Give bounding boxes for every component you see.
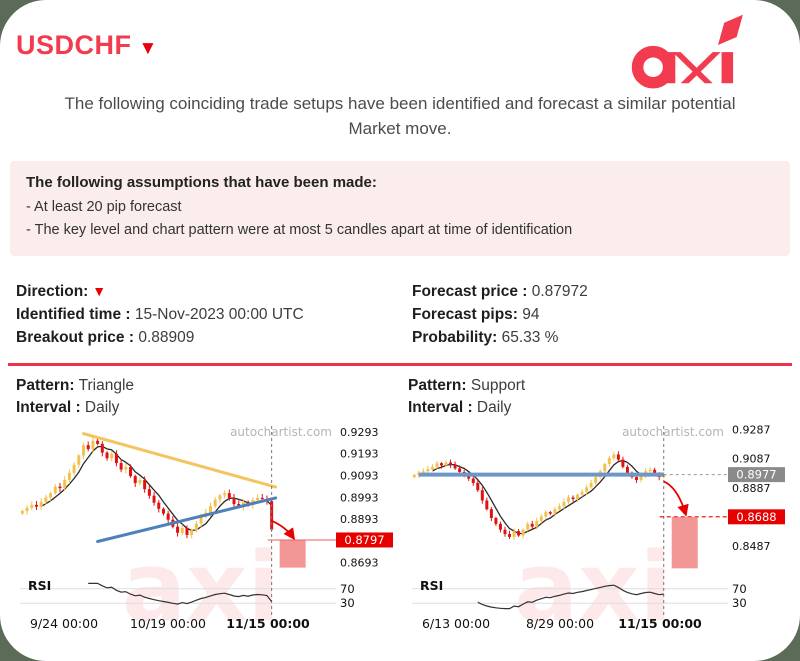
details-column-right: Forecast price : 0.87972 Forecast pips: 9… (412, 280, 784, 349)
trendline (96, 496, 278, 544)
assumptions-box: The following assumptions that have been… (10, 161, 790, 257)
pattern-row: Pattern: Triangle (16, 375, 408, 397)
detail-row: Direction: ▼ (16, 280, 412, 303)
rsi-label: RSI (28, 578, 51, 593)
assumptions-title: The following assumptions that have been… (26, 174, 377, 192)
forecast-price-text: 0.8797 (344, 533, 384, 547)
rsi-tick: 30 (340, 596, 355, 610)
y-axis-tick: 0.8487 (732, 540, 771, 553)
y-axis-tick: 0.8893 (340, 513, 379, 526)
y-axis-tick: 0.8993 (340, 491, 379, 504)
interval-value: Daily (472, 399, 512, 417)
detail-value: 0.87972 (527, 283, 588, 301)
interval-row: Interval : Daily (16, 397, 408, 419)
interval-row: Interval : Daily (408, 397, 800, 419)
forecast-price-label (728, 509, 785, 525)
charts-row: Pattern: Triangle Interval : Daily axi auto… (0, 366, 800, 634)
y-axis-tick: 0.8887 (732, 482, 771, 495)
detail-label: Direction: (16, 283, 89, 301)
interval-value: Daily (80, 399, 120, 417)
detail-value: 65.33 % (497, 329, 559, 347)
x-axis-tick: 11/15 00:00 (226, 616, 310, 631)
moving-average-line (40, 445, 273, 532)
price-chart-triangle: axi autochartist.com 0.8797 0.9293 0.9193 0.9… (20, 425, 393, 634)
detail-label: Forecast pips: (412, 306, 518, 324)
rsi-tick: 70 (732, 582, 747, 596)
moving-average-line (432, 460, 664, 535)
forecast-price-label (336, 532, 393, 548)
details-column-left: Direction: ▼ Identified time : 15-Nov-202… (16, 280, 412, 349)
rsi-line (88, 583, 273, 605)
header: USDCHF ▼ (0, 0, 800, 89)
trendline (82, 432, 278, 489)
level-price-text: 0.8977 (736, 468, 776, 482)
x-axis-tick: 6/13 00:00 (422, 616, 490, 631)
symbol-selector[interactable]: USDCHF ▼ (16, 10, 158, 61)
forecast-zone-box (279, 540, 306, 568)
x-axis-tick: 9/24 00:00 (30, 616, 98, 631)
detail-label: Probability: (412, 329, 498, 347)
assumption-item: - The key level and chart pattern were a… (26, 221, 573, 238)
axi-logo-glyphs (631, 14, 743, 89)
level-price-label (728, 467, 785, 483)
forecast-arrow-icon (663, 480, 689, 517)
pattern-value: Triangle (74, 377, 135, 395)
y-axis-tick: 0.9093 (340, 470, 379, 483)
section-divider (8, 363, 792, 367)
y-axis-tick: 0.9293 (340, 426, 379, 439)
chevron-down-icon: ▼ (138, 38, 158, 59)
rsi-label: RSI (420, 578, 443, 593)
axi-watermark: axi (122, 533, 280, 634)
pattern-row: Pattern: Support (408, 375, 800, 397)
interval-label: Interval : (408, 399, 473, 417)
candles-layer (412, 451, 666, 541)
detail-row: Probability: 65.33 % (412, 326, 784, 349)
y-axis-tick: 0.9287 (732, 424, 771, 437)
y-axis-tick: 0.9193 (340, 448, 379, 461)
chart-panel-support: Pattern: Support Interval : Daily axi autoc… (408, 375, 800, 634)
autochartist-watermark: autochartist.com (622, 425, 724, 439)
detail-row: Forecast pips: 94 (412, 303, 784, 326)
assumptions-list: - At least 20 pip forecast - The key leve… (26, 196, 774, 241)
axi-watermark: axi (514, 533, 672, 634)
intro-text: The following coinciding trade setups ha… (64, 94, 736, 138)
detail-label: Identified time : (16, 306, 131, 324)
interval-label: Interval : (16, 399, 81, 417)
rsi-tick: 70 (340, 582, 355, 596)
rsi-tick: 30 (732, 596, 747, 610)
detail-value: 0.88909 (134, 329, 195, 347)
x-axis-tick: 10/19 00:00 (130, 616, 206, 631)
forecast-arrow-icon (271, 520, 295, 541)
pattern-value: Support (466, 377, 526, 395)
rsi-line (477, 584, 664, 610)
price-chart-support: axi autochartist.com 0.8977 0.8688 0.9287 0.9… (412, 424, 785, 634)
y-axis-tick: 0.9087 (732, 453, 771, 466)
chart-panel-triangle: Pattern: Triangle Interval : Daily axi auto… (16, 375, 408, 634)
x-axis-tick: 8/29 00:00 (526, 616, 594, 631)
detail-value: ▼ (88, 283, 107, 300)
detail-label: Breakout price : (16, 329, 135, 347)
detail-row: Breakout price : 0.88909 (16, 326, 412, 349)
assumption-item: - At least 20 pip forecast (26, 199, 182, 216)
detail-value: 15-Nov-2023 00:00 UTC (130, 306, 304, 324)
x-axis-tick: 11/15 00:00 (618, 616, 702, 631)
forecast-zone-box (671, 517, 698, 569)
detail-row: Forecast price : 0.87972 (412, 280, 784, 303)
pattern-label: Pattern: (16, 377, 75, 395)
symbol-label: USDCHF (16, 30, 132, 60)
detail-value: 94 (517, 306, 540, 324)
detail-label: Forecast price : (412, 283, 528, 301)
axi-logo (631, 14, 743, 89)
forecast-price-text: 0.8688 (736, 510, 776, 524)
autochartist-watermark: autochartist.com (230, 425, 332, 439)
detail-row: Identified time : 15-Nov-2023 00:00 UTC (16, 303, 412, 326)
y-axis-tick: 0.8693 (340, 557, 379, 570)
setup-details: Direction: ▼ Identified time : 15-Nov-202… (0, 256, 800, 349)
pattern-label: Pattern: (408, 377, 467, 395)
